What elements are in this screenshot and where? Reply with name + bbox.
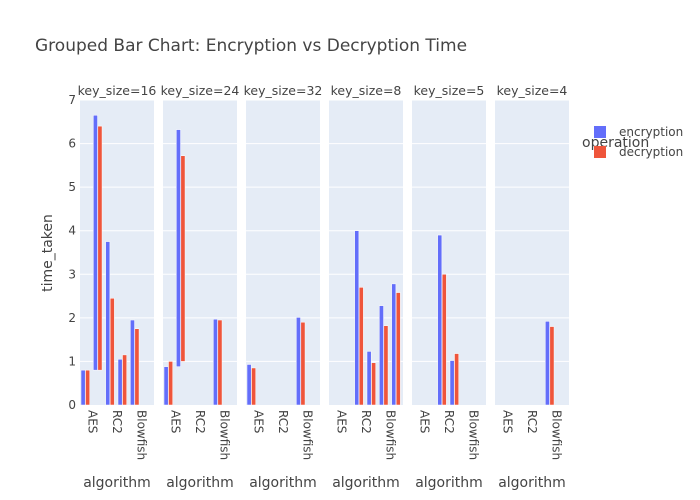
legend-label: encryption bbox=[619, 125, 683, 139]
bar-encryption[interactable] bbox=[246, 364, 252, 406]
legend-swatch bbox=[594, 126, 606, 138]
bar-encryption[interactable] bbox=[130, 319, 135, 406]
panel-background bbox=[495, 100, 569, 405]
y-tick-label: 3 bbox=[68, 267, 76, 281]
bar-encryption[interactable] bbox=[366, 351, 372, 406]
x-tick-label: AES bbox=[417, 410, 431, 433]
x-axis-title: algorithm bbox=[166, 475, 234, 491]
bar-decryption[interactable] bbox=[134, 328, 140, 406]
y-tick-label: 5 bbox=[68, 180, 76, 194]
facet-label: key_size=4 bbox=[497, 83, 568, 98]
bar-decryption[interactable] bbox=[97, 125, 103, 371]
bar-decryption[interactable] bbox=[371, 362, 376, 406]
y-tick-label: 0 bbox=[68, 398, 76, 412]
bar-decryption[interactable] bbox=[300, 321, 306, 406]
x-tick-label: Blowfish bbox=[218, 410, 232, 460]
x-tick-label: RC2 bbox=[193, 410, 207, 434]
bar-encryption[interactable] bbox=[105, 241, 111, 406]
x-tick-label: RC2 bbox=[276, 410, 290, 434]
bar-encryption[interactable] bbox=[163, 366, 169, 406]
facet-panel: key_size=4 AES RC2 Blowfish algorithm bbox=[495, 83, 569, 491]
y-axis-title: time_taken bbox=[40, 214, 56, 292]
x-tick-label: RC2 bbox=[359, 410, 373, 434]
legend-label: decryption bbox=[619, 145, 683, 159]
bar-decryption[interactable] bbox=[383, 325, 389, 406]
facet-label: key_size=5 bbox=[414, 83, 485, 98]
y-tick-label: 2 bbox=[68, 311, 76, 325]
bar-encryption[interactable] bbox=[80, 369, 86, 406]
x-tick-label: Blowfish bbox=[467, 410, 481, 460]
x-tick-label: AES bbox=[85, 410, 99, 433]
bar-decryption[interactable] bbox=[168, 361, 173, 406]
bar-decryption[interactable] bbox=[180, 155, 186, 362]
x-tick-label: AES bbox=[251, 410, 265, 433]
facet-panel: key_size=8 AES RC2 Blowfish algorithm bbox=[329, 83, 403, 491]
bar-encryption[interactable] bbox=[379, 305, 384, 406]
x-tick-label: Blowfish bbox=[135, 410, 149, 460]
facet-label: key_size=8 bbox=[331, 83, 402, 98]
legend-item-decryption[interactable]: decryption bbox=[594, 145, 683, 159]
y-tick-label: 1 bbox=[68, 354, 76, 368]
bar-decryption[interactable] bbox=[217, 319, 223, 406]
x-tick-label: Blowfish bbox=[301, 410, 315, 460]
x-tick-label: RC2 bbox=[525, 410, 539, 434]
panel-background bbox=[80, 100, 154, 405]
x-axis-title: algorithm bbox=[415, 475, 483, 491]
x-tick-label: AES bbox=[500, 410, 514, 433]
bar-decryption[interactable] bbox=[251, 367, 256, 406]
x-tick-label: AES bbox=[334, 410, 348, 433]
bar-encryption[interactable] bbox=[117, 359, 123, 406]
x-axis-title: algorithm bbox=[83, 475, 151, 491]
bar-decryption[interactable] bbox=[549, 326, 555, 406]
y-tick-label: 4 bbox=[68, 224, 76, 238]
x-tick-label: RC2 bbox=[442, 410, 456, 434]
bar-encryption[interactable] bbox=[449, 360, 455, 406]
legend-item-encryption[interactable]: encryption bbox=[594, 125, 683, 139]
legend-swatch bbox=[594, 146, 606, 158]
bar-encryption[interactable] bbox=[213, 318, 218, 406]
facet-panel: key_size=32 AES RC2 Blowfish algorithm bbox=[244, 83, 323, 491]
panel-background bbox=[163, 100, 237, 405]
facet-panel: key_size=16 AES RC2 Blowfish algorithm bbox=[78, 83, 157, 491]
bar-decryption[interactable] bbox=[454, 353, 459, 406]
bar-encryption[interactable] bbox=[391, 283, 397, 406]
bar-encryption[interactable] bbox=[545, 321, 550, 406]
x-axis-title: algorithm bbox=[498, 475, 566, 491]
bar-encryption[interactable] bbox=[354, 230, 360, 406]
bar-decryption[interactable] bbox=[395, 292, 401, 406]
panel-background bbox=[412, 100, 486, 405]
bar-encryption[interactable] bbox=[93, 115, 98, 371]
bar-encryption[interactable] bbox=[437, 234, 443, 406]
x-tick-label: AES bbox=[168, 410, 182, 433]
bar-decryption[interactable] bbox=[122, 354, 127, 406]
facet-label: key_size=16 bbox=[78, 83, 157, 98]
y-tick-label: 6 bbox=[68, 137, 76, 151]
bar-encryption[interactable] bbox=[296, 317, 301, 406]
x-axis-title: algorithm bbox=[249, 475, 317, 491]
chart-title: Grouped Bar Chart: Encryption vs Decrypt… bbox=[35, 36, 467, 56]
panel-background bbox=[246, 100, 320, 405]
facet-panel: key_size=24 AES RC2 Blowfish algorithm bbox=[161, 83, 240, 491]
bar-decryption[interactable] bbox=[358, 287, 364, 406]
x-tick-label: Blowfish bbox=[550, 410, 564, 460]
legend-items[interactable]: encryption decryption bbox=[594, 125, 683, 159]
bar-encryption[interactable] bbox=[176, 129, 181, 367]
panel-background bbox=[329, 100, 403, 405]
bar-decryption[interactable] bbox=[441, 274, 447, 406]
x-tick-label: Blowfish bbox=[384, 410, 398, 460]
x-axis-title: algorithm bbox=[332, 475, 400, 491]
x-tick-label: RC2 bbox=[110, 410, 124, 434]
y-axis: 0 1 2 3 4 5 6 7 bbox=[68, 93, 76, 412]
bar-decryption[interactable] bbox=[109, 298, 115, 406]
y-tick-label: 7 bbox=[68, 93, 76, 107]
facet-label: key_size=24 bbox=[161, 83, 240, 98]
facet-label: key_size=32 bbox=[244, 83, 323, 98]
facet-panel: key_size=5 AES RC2 Blowfish algorithm bbox=[412, 83, 486, 491]
bar-decryption[interactable] bbox=[85, 369, 90, 406]
